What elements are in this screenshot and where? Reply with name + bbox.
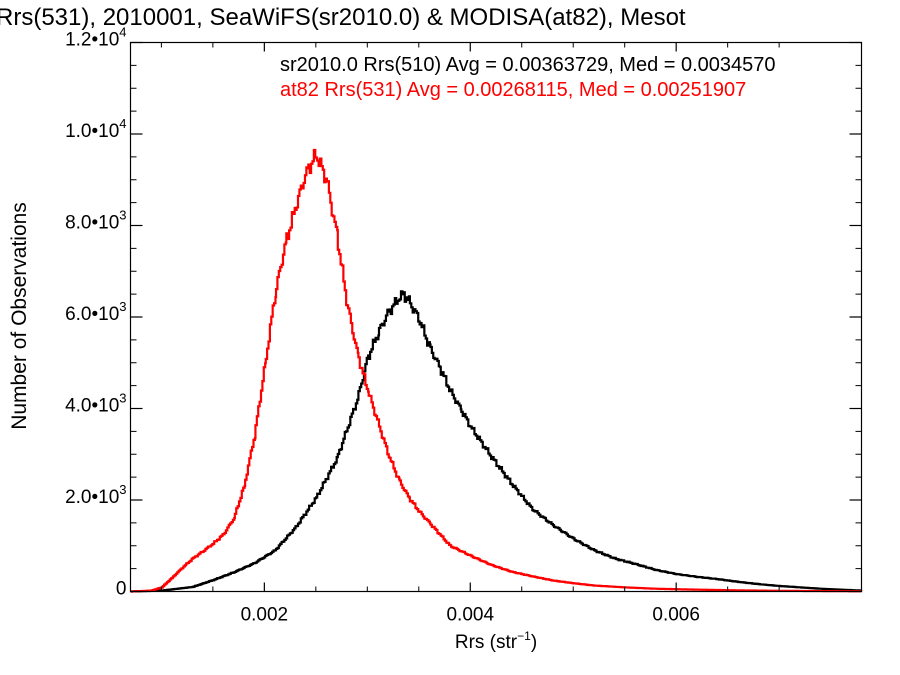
x-axis-label-text: Rrs (str xyxy=(455,632,518,653)
chart-title: Rrs(531), 2010001, SeaWiFS(sr2010.0) & M… xyxy=(0,4,686,31)
legend-entry-sr2010: sr2010.0 Rrs(510) Avg = 0.00363729, Med … xyxy=(280,54,776,76)
legend-entry-at82: at82 Rrs(531) Avg = 0.00268115, Med = 0.… xyxy=(280,79,746,101)
plot-marks xyxy=(130,148,863,593)
y-axis-label: Number of Observations xyxy=(8,202,31,430)
x-tick-label: 0.002 xyxy=(241,605,289,626)
x-tick-label: 0.004 xyxy=(446,605,494,626)
y-tick-label: 6.0•103 xyxy=(65,299,126,325)
x-axis-label-close: ) xyxy=(531,632,537,653)
x-axis-label-exponent: −1 xyxy=(517,629,531,643)
y-axis-ticks: 0 2.0•103 4.0•103 6.0•103 8.0•103 1.0•104 1.2•… xyxy=(65,25,862,600)
y-tick-label: 8.0•103 xyxy=(65,208,126,234)
series-line-0 xyxy=(130,290,862,593)
series-line-1 xyxy=(130,148,863,593)
y-tick-label: 0 xyxy=(116,579,127,600)
x-tick-label: 0.006 xyxy=(652,605,700,626)
x-axis-ticks: 0.002 0.004 0.006 xyxy=(160,42,780,626)
y-tick-label: 2.0•103 xyxy=(65,482,126,508)
y-tick-label: 4.0•103 xyxy=(65,391,126,417)
y-tick-label: 1.0•104 xyxy=(65,116,126,142)
x-axis-label: Rrs (str−1) xyxy=(455,629,537,653)
y-tick-label: 1.2•104 xyxy=(65,25,126,51)
